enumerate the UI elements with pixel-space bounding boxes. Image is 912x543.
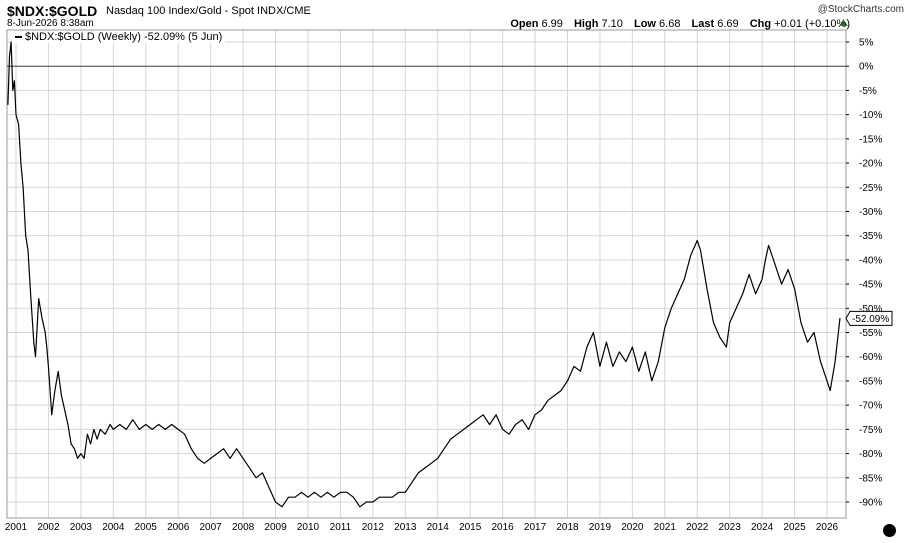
y-tick-label: -65% [859,376,882,387]
x-tick-label: 2023 [719,522,742,533]
x-tick-label: 2012 [362,522,385,533]
corner-dot-icon [883,524,896,537]
y-tick-label: -70% [859,401,882,412]
low-label: Low [633,18,656,30]
series-legend: $NDX:$GOLD (Weekly) -52.09% (5 Jun) [12,31,226,43]
high-value: 7.10 [601,18,623,30]
x-tick-label: 2018 [556,522,579,533]
x-tick-label: 2022 [686,522,709,533]
legend-label: $NDX:$GOLD (Weekly) -52.09% (5 Jun) [25,31,223,43]
y-tick-label: -55% [859,328,882,339]
x-tick-label: 2024 [751,522,774,533]
x-tick-label: 2016 [491,522,514,533]
y-tick-label: -10% [859,110,882,121]
y-tick-label: -15% [859,134,882,145]
high-label: High [573,18,599,30]
y-tick-label: 5% [859,38,874,49]
chart-instrument-name: Nasdaq 100 Index/Gold - Spot INDX/CME [106,5,311,17]
x-tick-label: 2006 [167,522,190,533]
chart-datetime: 8-Jun-2026 8:38am [7,18,94,29]
y-tick-label: -30% [859,207,882,218]
x-tick-label: 2026 [816,522,839,533]
x-tick-label: 2008 [232,522,255,533]
legend-line-swatch [15,36,22,39]
quote-summary: Open 6.99 High 7.10 Low 6.68 Last 6.69 C… [510,18,850,30]
series-line [7,41,841,508]
x-tick-label: 2014 [427,522,450,533]
y-tick-label: -35% [859,231,882,242]
y-tick-label: -60% [859,352,882,363]
x-tick-label: 2020 [621,522,644,533]
x-tick-label: 2010 [297,522,320,533]
x-tick-label: 2021 [654,522,677,533]
open-value: 6.99 [541,18,563,30]
y-tick-label: -90% [859,498,882,509]
y-tick-label: -5% [859,86,877,97]
plot-frame [6,29,847,519]
last-value-label: -52.09% [852,314,889,325]
last-value: 6.69 [717,18,739,30]
x-tick-label: 2013 [394,522,417,533]
y-tick-label: -80% [859,449,882,460]
grid-lines [7,30,846,518]
y-axis-ticks: 5% 0% -5% -10% -15% -20% -25% -30% -35% -40% -45% -… [846,38,882,509]
y-tick-label: 0% [859,62,874,73]
x-tick-label: 2005 [135,522,158,533]
x-tick-label: 2011 [330,522,352,533]
y-tick-label: -25% [859,183,882,194]
x-tick-label: 2025 [783,522,806,533]
x-tick-label: 2017 [524,522,547,533]
x-tick-label: 2015 [459,522,482,533]
x-axis-ticks: 2001 2002 2003 2004 2005 2006 2007 2008 2009 2010… [5,522,839,533]
y-tick-label: -45% [859,280,882,291]
last-value-marker: -52.09% [845,310,893,326]
brand-watermark[interactable]: @StockCharts.com [817,4,904,15]
y-tick-label: -50% [859,304,882,315]
open-label: Open [510,18,539,30]
last-value-box [845,310,893,326]
chg-label: Chg [749,18,772,30]
y-tick-label: -75% [859,425,882,436]
x-tick-label: 2004 [102,522,125,533]
x-tick-label: 2001 [5,522,28,533]
change-up-arrow-icon [840,20,848,26]
y-tick-label: -85% [859,473,882,484]
chart-symbol: $NDX:$GOLD [7,3,98,19]
y-tick-label: -40% [859,255,882,266]
x-tick-label: 2019 [589,522,612,533]
last-label: Last [691,18,715,30]
x-tick-label: 2009 [264,522,287,533]
x-tick-label: 2003 [70,522,93,533]
y-tick-label: -20% [859,159,882,170]
x-tick-label: 2002 [37,522,60,533]
low-value: 6.68 [659,18,681,30]
chg-value: +0.01 (+0.10%) [774,18,850,30]
x-tick-label: 2007 [200,522,223,533]
